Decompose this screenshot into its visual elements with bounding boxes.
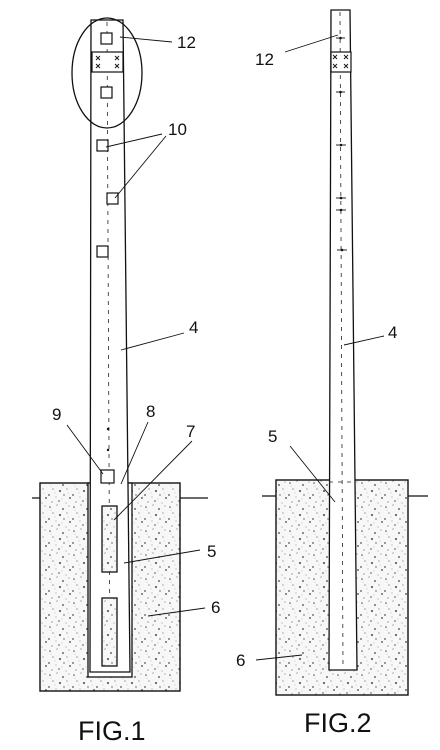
mounting-hole — [100, 86, 113, 99]
pole — [89, 19, 131, 673]
label-5: 5 — [268, 427, 277, 446]
pole-mark — [106, 427, 110, 431]
pole — [328, 9, 358, 671]
label-12: 12 — [177, 33, 196, 52]
mounting-hole — [96, 245, 109, 258]
leader-lines — [255, 34, 385, 661]
mounting-hole — [96, 139, 109, 152]
figure-caption: FIG.2 — [304, 708, 372, 738]
label-8: 8 — [146, 402, 155, 421]
label-7: 7 — [186, 422, 195, 441]
plate-bolts — [95, 55, 120, 69]
label-6: 6 — [211, 598, 220, 617]
insert-lower — [101, 597, 118, 667]
figure-2: 12 4 5 6 FIG.2 — [236, 9, 428, 738]
hole-marks — [336, 36, 347, 252]
label-12: 12 — [255, 50, 274, 69]
detail-circle — [71, 17, 143, 129]
label-4: 4 — [388, 323, 397, 342]
label-5: 5 — [207, 542, 216, 561]
figure-caption: FIG.1 — [78, 716, 146, 746]
insert-upper — [101, 505, 118, 573]
label-6: 6 — [236, 651, 245, 670]
label-4: 4 — [189, 318, 198, 337]
figure-1: 12 10 4 9 8 7 5 6 FIG.1 — [32, 17, 220, 746]
plate-bolts — [332, 54, 349, 69]
mounting-hole — [100, 32, 113, 45]
pole-mark — [106, 448, 110, 452]
stop-block — [100, 469, 115, 484]
label-10: 10 — [168, 120, 187, 139]
leader-lines — [66, 36, 206, 617]
label-9: 9 — [52, 405, 61, 424]
mounting-hole — [106, 192, 119, 205]
pole-centerline — [339, 11, 344, 669]
top-plate — [91, 51, 124, 73]
